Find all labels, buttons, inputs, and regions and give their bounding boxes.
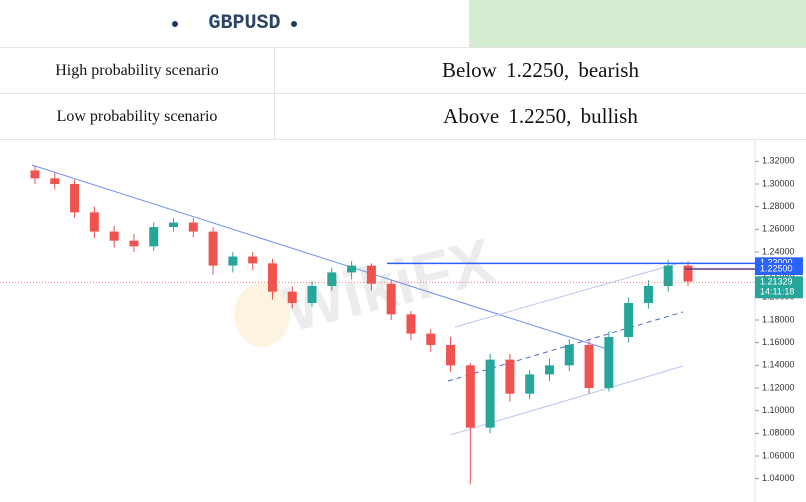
price-label-box xyxy=(755,276,803,299)
candle-body xyxy=(70,184,80,213)
candle-body xyxy=(663,265,673,286)
candle-body xyxy=(30,170,40,179)
y-tick-label: 1.24000 xyxy=(762,246,795,256)
y-tick-label: 1.28000 xyxy=(762,201,795,211)
price-label: 1.22500 xyxy=(760,263,793,273)
scenario-value: Below 1.2250, bearish xyxy=(442,58,639,82)
bullet xyxy=(290,20,297,27)
y-tick-label: 1.16000 xyxy=(762,337,795,347)
y-tick-label: 1.18000 xyxy=(762,314,795,324)
y-tick-label: 1.32000 xyxy=(762,156,795,166)
candle-body xyxy=(109,231,119,241)
candle-body xyxy=(386,283,396,315)
title: GBPUSD xyxy=(208,12,281,35)
y-tick-label: 1.30000 xyxy=(762,178,795,188)
scenario-label: High probability scenario xyxy=(0,48,275,93)
title-cell: GBPUSD xyxy=(0,0,470,47)
trend-line xyxy=(31,164,611,351)
watermark-logo xyxy=(234,283,290,347)
y-tick-label: 1.08000 xyxy=(762,428,795,438)
candle-body xyxy=(208,231,218,266)
title-row: GBPUSD xyxy=(0,0,806,48)
candle-body xyxy=(188,222,198,232)
candle-body xyxy=(643,286,653,303)
candle-body xyxy=(89,212,99,232)
title-fill xyxy=(470,0,806,47)
candle-body xyxy=(485,359,495,428)
scenario-label: Low probability scenario xyxy=(0,94,275,139)
candle-body xyxy=(267,263,277,292)
chart-bg xyxy=(0,140,806,502)
channel-line xyxy=(454,261,684,328)
y-tick-label: 1.10000 xyxy=(762,405,795,415)
candle-body xyxy=(446,344,456,366)
y-tick-label: 1.06000 xyxy=(762,450,795,460)
candle-body xyxy=(327,272,337,286)
price-label-box xyxy=(755,263,803,275)
candle-body xyxy=(525,374,535,394)
candle-body xyxy=(683,265,693,282)
candle-body xyxy=(564,344,574,366)
candle-body xyxy=(366,265,376,284)
candle-body xyxy=(604,337,614,388)
table-row: High probability scenario Below 1.2250, … xyxy=(0,48,806,94)
candle-body xyxy=(426,333,436,345)
bullet xyxy=(172,20,179,27)
candle-body xyxy=(287,291,297,303)
price-label: 1.21329 xyxy=(760,277,793,287)
candle-body xyxy=(544,365,554,375)
candle-body xyxy=(624,303,634,337)
candle-body xyxy=(307,286,317,303)
candle-body xyxy=(169,222,179,228)
candle-body xyxy=(406,314,416,334)
price-label-time: 14:11:18 xyxy=(760,287,794,297)
candle-body xyxy=(584,344,594,388)
y-tick-label: 1.12000 xyxy=(762,382,795,392)
y-tick-label: 1.26000 xyxy=(762,224,795,234)
table-row: Low probability scenario Above 1.2250, b… xyxy=(0,94,806,140)
candle-body xyxy=(465,365,475,428)
candle-body xyxy=(505,359,515,394)
candle-body xyxy=(129,240,139,247)
y-tick-label: 1.14000 xyxy=(762,360,795,370)
chart: WikiFX 1.040001.060001.080001.100001.120… xyxy=(0,140,806,502)
candle-body xyxy=(228,256,238,266)
candle-body xyxy=(248,256,258,264)
candle-body xyxy=(347,265,357,273)
price-label: 1.23000 xyxy=(760,258,793,268)
scenario-value: Above 1.2250, bullish xyxy=(443,104,638,128)
candle-body xyxy=(149,227,159,247)
candle-body xyxy=(50,178,60,184)
y-tick-label: 1.04000 xyxy=(762,473,795,483)
